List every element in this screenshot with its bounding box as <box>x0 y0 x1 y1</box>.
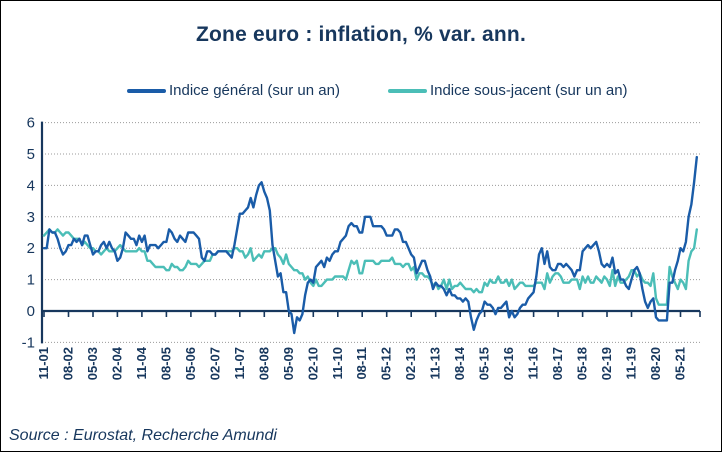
x-axis-label: 08-17 <box>550 347 565 380</box>
legend-swatch-general <box>127 88 166 93</box>
x-axis-label: 08-11 <box>354 347 369 380</box>
x-axis-label: 02-19 <box>599 347 614 380</box>
y-axis-label: 6 <box>27 115 35 132</box>
x-axis-label: 11-07 <box>232 347 247 380</box>
x-axis-label: 05-12 <box>379 347 394 380</box>
x-axis-label: 11-01 <box>36 347 51 380</box>
y-axis-label: 3 <box>27 209 35 226</box>
x-axis-label: 05-06 <box>183 347 198 380</box>
y-axis-label: -1 <box>22 334 35 351</box>
x-axis-label: 02-13 <box>403 347 418 380</box>
y-axis-label: 1 <box>27 272 35 289</box>
x-axis-label: 02-16 <box>501 347 516 380</box>
y-axis-label: 0 <box>27 303 35 320</box>
legend-label-sous-jacent: Indice sous-jacent (sur un an) <box>429 82 628 99</box>
legend: Indice général (sur un an) Indice sous-j… <box>127 82 628 99</box>
chart-title: Zone euro : inflation, % var. ann. <box>195 23 526 46</box>
x-axis-label: 05-15 <box>477 347 492 380</box>
x-axis-label: 05-09 <box>281 347 296 380</box>
x-axis-label: 02-10 <box>305 347 320 380</box>
x-axis-label: 02-04 <box>109 346 124 380</box>
x-axis-label: 08-02 <box>61 347 76 380</box>
x-axis-label: 11-13 <box>428 347 443 380</box>
x-axis-label: 11-10 <box>330 347 345 380</box>
x-axis-label: 05-18 <box>575 347 590 380</box>
x-axis-label: 08-05 <box>158 347 173 380</box>
x-axis-label: 08-08 <box>256 347 271 380</box>
x-axis-label: 11-19 <box>624 347 639 380</box>
source-note: Source : Eurostat, Recherche Amundi <box>9 427 277 444</box>
series-line-general <box>42 155 698 335</box>
x-axis-label: 08-14 <box>452 346 467 380</box>
x-axis-label: 08-20 <box>648 347 663 380</box>
x-axis-label: 11-04 <box>134 346 149 379</box>
y-axis-label: 2 <box>27 240 35 257</box>
y-axis-label: 4 <box>27 177 35 194</box>
x-axis-label: 05-03 <box>85 347 100 380</box>
legend-label-general: Indice général (sur un an) <box>169 82 340 99</box>
x-axis-label: 02-07 <box>207 347 222 380</box>
x-axis-label: 11-16 <box>526 347 541 380</box>
legend-item-general: Indice général (sur un an) <box>127 82 340 99</box>
y-axis-label: 5 <box>27 146 35 163</box>
legend-swatch-sous-jacent <box>387 88 427 93</box>
x-axis-label: 05-21 <box>673 347 688 380</box>
legend-item-sous-jacent: Indice sous-jacent (sur un an) <box>387 82 628 99</box>
series-line-sous-jacent <box>42 228 698 306</box>
